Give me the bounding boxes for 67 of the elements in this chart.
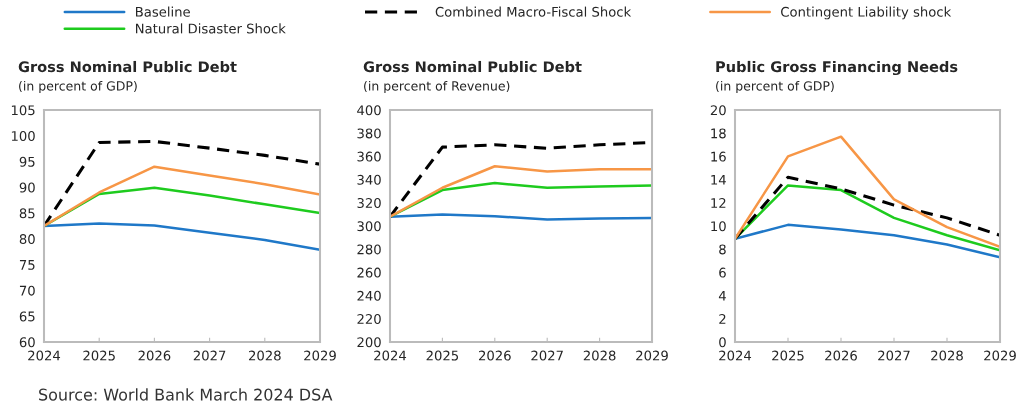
line-series — [735, 223, 1000, 259]
legend-label: Contingent Liability shock — [781, 6, 952, 20]
source-note: Source: World Bank March 2024 DSA — [39, 388, 333, 401]
y-tick-label: 300 — [357, 221, 381, 232]
x-tick-label: 2026 — [138, 350, 171, 361]
y-tick-label: 380 — [357, 128, 381, 139]
y-tick-label: 6 — [719, 267, 726, 278]
line-series — [44, 222, 320, 251]
x-tick-label: 2028 — [931, 350, 963, 361]
chart-subtitle: (in percent of GDP) — [716, 80, 834, 94]
y-tick-label: 100 — [11, 131, 35, 141]
x-tick-label: 2028 — [248, 350, 281, 361]
line-series — [735, 175, 1000, 241]
chart-title: Gross Nominal Public Debt — [18, 60, 237, 73]
x-tick-label: 2025 — [83, 350, 115, 361]
y-tick-label: 280 — [357, 244, 381, 255]
y-tick-label: 65 — [19, 311, 35, 322]
chart-title: Gross Nominal Public Debt — [363, 60, 582, 73]
legend-label: Baseline — [136, 6, 190, 17]
x-tick-label: 2026 — [825, 350, 857, 361]
y-tick-label: 80 — [19, 234, 35, 245]
y-tick-label: 12 — [711, 198, 726, 208]
x-tick-label: 2024 — [28, 350, 61, 361]
chart-subtitle: (in percent of Revenue) — [364, 80, 510, 94]
y-tick-label: 60 — [19, 337, 35, 348]
y-tick-label: 360 — [357, 151, 381, 162]
x-tick-label: 2024 — [719, 350, 752, 361]
y-tick-label: 10 — [711, 221, 726, 232]
y-tick-label: 4 — [718, 290, 726, 301]
x-tick-label: 2028 — [583, 350, 616, 361]
x-tick-label: 2026 — [478, 350, 511, 361]
x-tick-label: 2029 — [984, 350, 1016, 361]
y-tick-label: 260 — [357, 267, 381, 278]
y-tick-label: 90 — [19, 182, 35, 193]
y-tick-label: 240 — [357, 290, 381, 301]
y-tick-label: 220 — [357, 314, 381, 324]
x-tick-label: 2027 — [531, 350, 563, 361]
x-tick-label: 2025 — [772, 350, 804, 361]
chart-title: Public Gross Financing Needs — [716, 60, 958, 76]
x-tick-label: 2024 — [374, 350, 407, 361]
y-tick-label: 0 — [719, 337, 726, 348]
legend-label: Natural Disaster Shock — [136, 23, 286, 34]
y-tick-label: 14 — [711, 174, 726, 185]
y-tick-label: 105 — [11, 105, 35, 116]
x-tick-label: 2027 — [193, 350, 226, 361]
x-tick-label: 2029 — [636, 350, 668, 361]
line-series — [390, 165, 652, 218]
y-tick-label: 2 — [719, 314, 726, 324]
line-series — [44, 165, 320, 228]
y-tick-label: 18 — [711, 128, 726, 139]
y-tick-label: 20 — [710, 105, 726, 116]
y-tick-label: 340 — [357, 174, 381, 185]
y-tick-label: 95 — [19, 156, 35, 167]
legend-label: Combined Macro-Fiscal Shock — [435, 6, 632, 17]
y-tick-label: 70 — [19, 285, 35, 296]
y-tick-label: 16 — [711, 151, 726, 162]
y-tick-label: 320 — [357, 198, 381, 208]
y-tick-label: 8 — [719, 244, 726, 255]
y-tick-label: 85 — [19, 208, 35, 219]
x-tick-label: 2029 — [304, 350, 336, 361]
line-series — [735, 135, 1000, 249]
y-tick-label: 400 — [357, 105, 381, 116]
y-tick-label: 75 — [19, 260, 35, 270]
x-tick-label: 2027 — [878, 350, 910, 361]
chart-subtitle: (in percent of GDP) — [19, 80, 137, 94]
x-tick-label: 2025 — [426, 350, 459, 361]
y-tick-label: 200 — [357, 337, 381, 348]
